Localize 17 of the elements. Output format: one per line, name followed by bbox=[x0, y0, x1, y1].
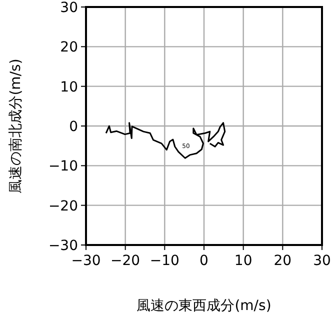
x-tick-label: 30 bbox=[313, 253, 331, 269]
y-tick-label: 10 bbox=[60, 79, 78, 96]
x-tick-label: −10 bbox=[150, 253, 180, 269]
x-tick-label: −30 bbox=[71, 253, 101, 269]
x-tick-label: 10 bbox=[234, 253, 252, 269]
x-tick-label: 0 bbox=[200, 253, 208, 269]
y-axis-title: 風速の南北成分(m/s) bbox=[8, 58, 24, 194]
x-tick-label: 20 bbox=[274, 253, 292, 269]
y-tick-label: −30 bbox=[48, 238, 78, 254]
y-tick-label: 0 bbox=[69, 119, 78, 135]
y-tick-label: −10 bbox=[48, 158, 78, 175]
x-tick-label: −20 bbox=[110, 253, 140, 269]
y-tick-label: 20 bbox=[60, 40, 78, 56]
x-axis-title: 風速の東西成分(m/s) bbox=[136, 298, 272, 314]
y-tick-label: 30 bbox=[60, 0, 78, 16]
y-tick-label: −20 bbox=[48, 198, 78, 214]
line-series bbox=[105, 122, 226, 159]
